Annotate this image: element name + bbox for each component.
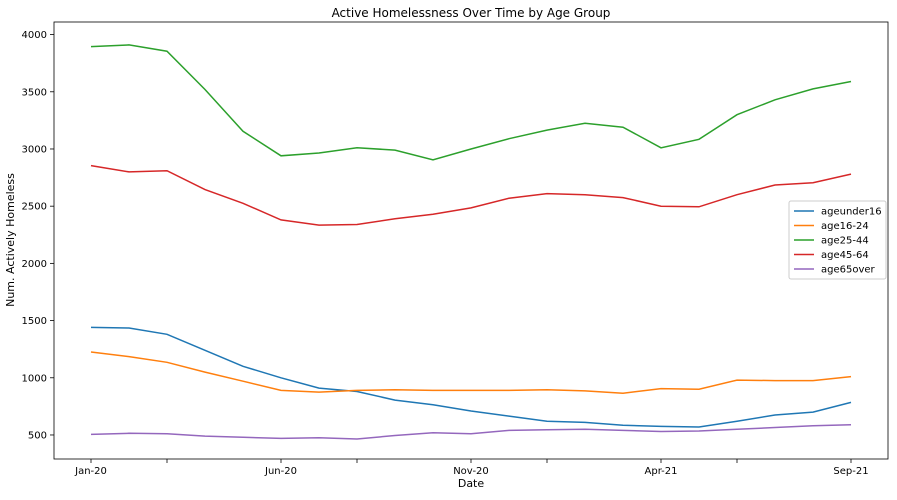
- legend-box: [788, 200, 887, 280]
- legend-label-age16-24: age16-24: [821, 221, 869, 232]
- series-layer: [90, 44, 852, 440]
- x-tick-label: Jan-20: [74, 466, 107, 477]
- legend-label-ageunder16: ageunder16: [821, 207, 882, 218]
- x-tick-label: Sep-21: [833, 466, 868, 477]
- series-line-ageunder16: [90, 326, 852, 428]
- y-tick-label: 2000: [22, 259, 47, 270]
- y-tick-label: 4000: [22, 30, 47, 41]
- y-tick-label: 1000: [22, 373, 47, 384]
- legend-label-age65over: age65over: [821, 265, 876, 276]
- plot-area-frame: [53, 21, 889, 460]
- series-line-age16-24: [90, 351, 852, 394]
- x-tick-label: Apr-21: [645, 466, 678, 477]
- y-tick-label: 1500: [22, 316, 47, 327]
- x-tick-label: Jun-20: [264, 466, 297, 477]
- x-tick-label: Nov-20: [453, 466, 489, 477]
- chart-title: Active Homelessness Over Time by Age Gro…: [332, 6, 611, 20]
- y-axis-label: Num. Actively Homeless: [4, 173, 17, 307]
- legend-label-age45-64: age45-64: [821, 250, 869, 261]
- y-tick-label: 3000: [22, 144, 47, 155]
- y-axis: 500 1000 1500 2000 2500 3000 3500 4000: [22, 30, 54, 441]
- series-line-age65over: [90, 423, 852, 440]
- y-tick-label: 2500: [22, 202, 47, 213]
- x-axis-label: Date: [458, 477, 485, 490]
- y-tick-label: 3500: [22, 87, 47, 98]
- series-line-age45-64: [90, 164, 852, 226]
- y-tick-label: 500: [28, 430, 47, 441]
- series-line-age25-44: [90, 44, 852, 161]
- legend-label-age25-44: age25-44: [821, 236, 869, 247]
- x-axis: Jan-20 Jun-20 Nov-20 Apr-21 Sep-21: [74, 459, 869, 477]
- legend: ageunder16 age16-24 age25-44 age45-64 age65o…: [788, 200, 887, 280]
